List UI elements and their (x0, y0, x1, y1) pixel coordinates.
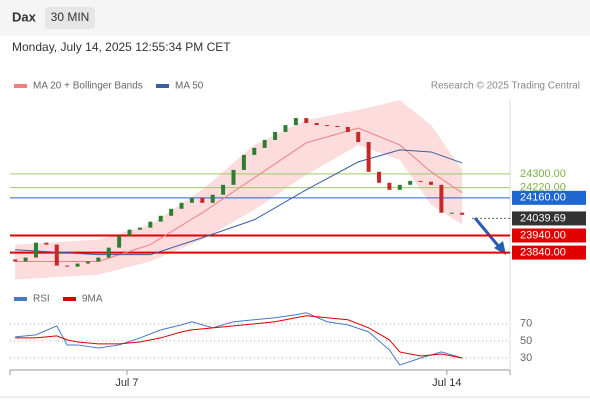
candle-body (356, 131, 361, 143)
candle-body (252, 147, 257, 155)
candle-body (335, 125, 340, 127)
candle-body (262, 139, 267, 148)
candle-body (377, 171, 382, 183)
candle-body (33, 242, 38, 258)
candle-body (241, 154, 246, 170)
candle-body (460, 212, 465, 215)
level-label: 23840.00 (520, 247, 566, 259)
rsi-line (15, 312, 463, 366)
timeframe-button[interactable] (45, 7, 95, 29)
level-label-box (512, 211, 586, 226)
candle-body (75, 263, 80, 267)
subtitle: Monday, July 14, 2025 12:55:34 PM CET (12, 40, 231, 54)
timeframe[interactable]: 30 MIN (51, 10, 90, 24)
candle-body (314, 123, 319, 126)
candle-body (85, 261, 90, 264)
candle-body (283, 125, 288, 132)
candle-body (366, 142, 371, 172)
candle-body (106, 247, 111, 258)
moving-average (15, 149, 463, 256)
level-label-box (512, 228, 586, 243)
legend-swatch (14, 297, 27, 301)
rsi-tick-label: 70 (520, 318, 532, 330)
header-bar (0, 0, 590, 36)
candle-body (137, 227, 142, 230)
legend-swatch (63, 297, 76, 301)
moving-average (15, 127, 463, 263)
level-label: 24220.00 (520, 181, 566, 193)
level-label: 23940.00 (520, 229, 566, 241)
legend-label: MA 50 (175, 81, 204, 92)
candle-body (23, 257, 28, 262)
candle-body (127, 229, 132, 236)
candle-body (158, 215, 163, 222)
chart-title: Dax (12, 9, 37, 24)
candle-body (408, 180, 413, 185)
level-label-box (512, 245, 586, 260)
legend-swatch (156, 84, 169, 88)
candle-body (345, 126, 350, 132)
candle-body (418, 180, 423, 182)
candle-body (13, 259, 18, 262)
candle-body (387, 182, 392, 190)
candle-body (221, 184, 226, 195)
candle-body (179, 202, 184, 209)
legend-label: RSI (33, 294, 50, 305)
level-label-box (512, 190, 586, 205)
candle-body (210, 194, 215, 203)
candle-body (325, 125, 330, 127)
level-label: 24160.00 (520, 192, 566, 204)
rsi-line (15, 315, 463, 359)
arrow-head (494, 241, 506, 255)
x-tick-label: Jul 14 (432, 377, 461, 389)
candle-body (65, 265, 70, 267)
candle-body (200, 197, 205, 203)
rsi-tick-label: 50 (520, 335, 532, 347)
level-label: 24039.69 (520, 212, 566, 224)
level-label: 24300.00 (520, 168, 566, 180)
candle-body (96, 257, 101, 262)
legend-swatch (14, 84, 27, 88)
candle-body (439, 184, 444, 213)
candle-body (293, 118, 298, 126)
credit: Research © 2025 Trading Central (431, 81, 580, 92)
candle-body (304, 118, 309, 124)
candle-body (428, 181, 433, 185)
candle-body (449, 212, 454, 214)
candle-body (44, 242, 49, 245)
legend-label: 9MA (82, 294, 103, 305)
arrow (473, 217, 502, 249)
candle-body (117, 235, 122, 248)
candle-body (148, 221, 153, 228)
x-tick-label: Jul 7 (115, 377, 138, 389)
candle-body (231, 169, 236, 185)
candle-body (397, 184, 402, 190)
candle-body (273, 131, 278, 140)
candle-body (54, 244, 59, 266)
candle-body (169, 208, 174, 216)
rsi-tick-label: 30 (520, 352, 532, 364)
legend-label: MA 20 + Bollinger Bands (33, 81, 143, 92)
candle-body (189, 197, 194, 203)
